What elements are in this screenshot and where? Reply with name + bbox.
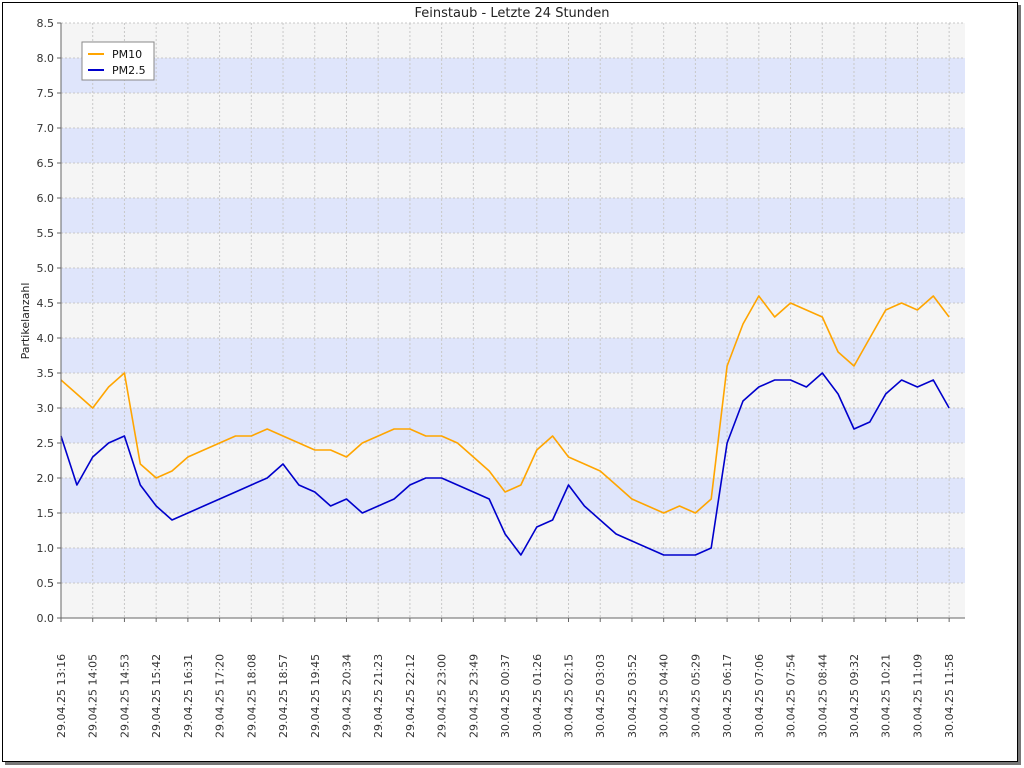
y-tick-label: 8.5 [37, 17, 55, 30]
y-tick-label: 2.5 [37, 437, 55, 450]
y-tick-label: 3.5 [37, 367, 55, 380]
series-line-pm10 [60, 295, 950, 514]
y-tick-label: 7.5 [37, 87, 55, 100]
plot-band [61, 513, 965, 548]
y-tick-label: 2.0 [37, 472, 55, 485]
plot-band [61, 93, 965, 128]
plot-band [61, 58, 965, 93]
x-tick-label: 30.04.25 02:15 [563, 654, 576, 738]
x-tick-label: 29.04.25 18:57 [277, 654, 290, 738]
x-tick-label: 30.04.25 03:52 [626, 654, 639, 738]
y-tick-label: 4.0 [37, 332, 55, 345]
plot-band [61, 478, 965, 513]
plot-band [61, 233, 965, 268]
y-tick-label: 5.5 [37, 227, 55, 240]
chart-title: Feinstaub - Letzte 24 Stunden [414, 6, 609, 21]
y-tick-label: 0.0 [37, 612, 55, 625]
x-tick-label: 30.04.25 08:44 [816, 654, 829, 738]
x-tick-label: 29.04.25 22:12 [404, 654, 417, 738]
plot-band [61, 408, 965, 443]
y-tick-label: 3.0 [37, 402, 55, 415]
plot-band [61, 198, 965, 233]
plot-band [61, 338, 965, 373]
legend: PM10 PM2.5 [81, 41, 155, 81]
y-tick-label: 5.0 [37, 262, 55, 275]
x-tick-label: 30.04.25 11:09 [911, 654, 924, 738]
y-axis-label: Partikelanzahl [19, 283, 32, 360]
x-tick-label: 29.04.25 15:42 [150, 654, 163, 738]
x-tick-label: 30.04.25 06:17 [721, 654, 734, 738]
y-tick-label: 0.5 [37, 577, 55, 590]
x-tick-label: 30.04.25 11:58 [943, 654, 956, 738]
x-tick-label: 29.04.25 16:31 [182, 654, 195, 738]
x-tick-label: 29.04.25 20:34 [340, 654, 353, 738]
x-tick-label: 29.04.25 14:05 [87, 654, 100, 738]
x-tick-label: 29.04.25 18:08 [245, 654, 258, 738]
y-tick-label: 8.0 [37, 52, 55, 65]
axes: 0.0 0.5 1.0 1.5 2.0 2.5 3.0 3.5 4.0 4.5 5.0 5.5 6.0 6… [37, 17, 965, 738]
y-tick-label: 1.0 [37, 542, 55, 555]
legend-label-pm10: PM10 [112, 48, 142, 61]
x-tick-label: 30.04.25 01:26 [531, 654, 544, 738]
x-tick-label: 29.04.25 23:49 [467, 654, 480, 738]
plot-bands [61, 23, 965, 618]
x-tick-label: 29.04.25 14:53 [118, 654, 131, 738]
legend-label-pm25: PM2.5 [112, 64, 146, 77]
x-tick-label: 29.04.25 19:45 [309, 654, 322, 738]
x-tick-label: 30.04.25 00:37 [499, 654, 512, 738]
y-tick-label: 7.0 [37, 122, 55, 135]
y-tick-label: 1.5 [37, 507, 55, 520]
x-tick-label: 30.04.25 07:06 [753, 654, 766, 738]
plot-band [61, 548, 965, 583]
plot-band [61, 163, 965, 198]
plot-band [61, 23, 965, 58]
x-tick-label: 29.04.25 21:23 [372, 654, 385, 738]
x-tick-label: 30.04.25 10:21 [880, 654, 893, 738]
plot-band [61, 268, 965, 303]
plot-band [61, 373, 965, 408]
x-tick-label: 30.04.25 03:03 [594, 654, 607, 738]
x-tick-label: 30.04.25 07:54 [785, 654, 798, 738]
x-tick-label: 30.04.25 09:32 [848, 654, 861, 738]
x-tick-label: 30.04.25 05:29 [689, 654, 702, 738]
x-tick-label: 30.04.25 04:40 [658, 654, 671, 738]
x-tick-label: 29.04.25 13:16 [55, 654, 68, 738]
legend-box [81, 41, 155, 81]
series-line-pm25 [60, 372, 950, 556]
y-tick-label: 4.5 [37, 297, 55, 310]
y-tick-label: 6.0 [37, 192, 55, 205]
series-layer [60, 295, 950, 556]
plot-band [61, 128, 965, 163]
plot-band [61, 303, 965, 338]
x-tick-label: 29.04.25 23:00 [436, 654, 449, 738]
y-tick-label: 6.5 [37, 157, 55, 170]
plot-band [61, 583, 965, 618]
plot-grid [60, 22, 965, 619]
plot-band [61, 443, 965, 478]
x-tick-label: 29.04.25 17:20 [214, 654, 227, 738]
